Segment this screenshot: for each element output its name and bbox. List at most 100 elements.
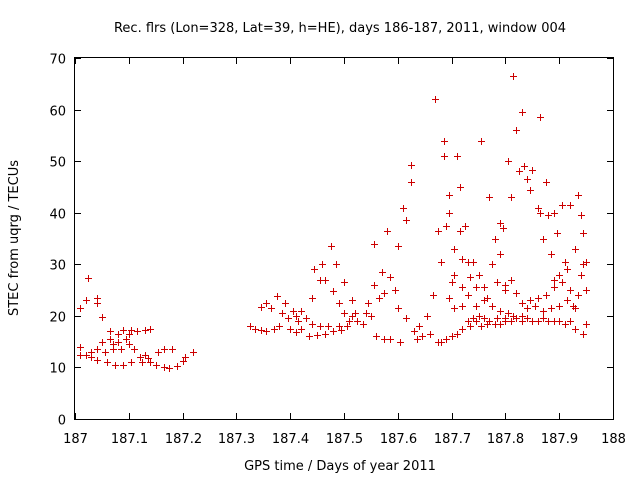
data-point bbox=[430, 292, 437, 299]
data-point bbox=[540, 308, 547, 315]
data-point bbox=[349, 297, 356, 304]
data-point bbox=[115, 339, 122, 346]
data-point bbox=[510, 313, 517, 320]
data-point bbox=[379, 269, 386, 276]
data-point bbox=[543, 179, 550, 186]
data-point bbox=[341, 310, 348, 317]
data-point bbox=[529, 318, 536, 325]
data-point bbox=[295, 318, 302, 325]
data-point bbox=[276, 323, 283, 330]
data-point bbox=[306, 333, 313, 340]
data-point bbox=[414, 336, 421, 343]
data-point bbox=[489, 261, 496, 268]
data-point bbox=[128, 327, 135, 334]
data-point bbox=[309, 321, 316, 328]
data-point bbox=[556, 272, 563, 279]
x-tick-label: 187.2 bbox=[165, 432, 202, 447]
data-point bbox=[537, 114, 544, 121]
data-point bbox=[142, 327, 149, 334]
data-point bbox=[524, 176, 531, 183]
data-point bbox=[336, 300, 343, 307]
data-point bbox=[180, 358, 187, 365]
data-point bbox=[311, 266, 318, 273]
data-point bbox=[395, 305, 402, 312]
data-point bbox=[545, 212, 552, 219]
data-point bbox=[513, 127, 520, 134]
data-point bbox=[554, 230, 561, 237]
data-point bbox=[454, 153, 461, 160]
data-point bbox=[443, 336, 450, 343]
data-point bbox=[403, 315, 410, 322]
data-point bbox=[330, 288, 337, 295]
data-point bbox=[408, 162, 415, 169]
data-point bbox=[467, 323, 474, 330]
data-point bbox=[282, 300, 289, 307]
data-point bbox=[287, 326, 294, 333]
data-point bbox=[551, 284, 558, 291]
y-tick-label: 40 bbox=[49, 208, 66, 223]
data-point bbox=[352, 310, 359, 317]
data-point bbox=[476, 313, 483, 320]
data-point bbox=[145, 355, 152, 362]
data-point bbox=[258, 327, 265, 334]
data-point bbox=[551, 277, 558, 284]
data-point bbox=[411, 328, 418, 335]
x-tick-label: 188 bbox=[601, 432, 626, 447]
data-point bbox=[252, 326, 259, 333]
data-point bbox=[104, 359, 111, 366]
data-point bbox=[457, 228, 464, 235]
data-point bbox=[134, 328, 141, 335]
data-point bbox=[459, 326, 466, 333]
data-point bbox=[268, 305, 275, 312]
data-point bbox=[147, 326, 154, 333]
data-point bbox=[298, 308, 305, 315]
y-tick-label: 30 bbox=[49, 259, 66, 274]
data-point bbox=[473, 318, 480, 325]
plot-frame bbox=[74, 57, 614, 420]
data-point bbox=[376, 295, 383, 302]
data-point bbox=[139, 359, 146, 366]
data-point bbox=[435, 228, 442, 235]
data-point bbox=[451, 246, 458, 253]
x-tick-label: 187.7 bbox=[434, 432, 471, 447]
data-point bbox=[325, 323, 332, 330]
data-point bbox=[77, 305, 84, 312]
data-point bbox=[567, 202, 574, 209]
data-point bbox=[290, 308, 297, 315]
data-point bbox=[328, 243, 335, 250]
data-point bbox=[572, 326, 579, 333]
data-point bbox=[459, 303, 466, 310]
data-point bbox=[285, 315, 292, 322]
data-point bbox=[446, 192, 453, 199]
data-point bbox=[85, 275, 92, 282]
data-point bbox=[519, 109, 526, 116]
x-tick-label: 187 bbox=[63, 432, 88, 447]
data-point bbox=[94, 357, 101, 364]
data-point bbox=[564, 297, 571, 304]
data-point bbox=[441, 153, 448, 160]
data-point bbox=[427, 331, 434, 338]
data-point bbox=[559, 202, 566, 209]
x-tick-label: 187.1 bbox=[111, 432, 148, 447]
data-point bbox=[545, 318, 552, 325]
data-point bbox=[416, 323, 423, 330]
data-point bbox=[155, 349, 162, 356]
data-point bbox=[419, 333, 426, 340]
data-point bbox=[88, 354, 95, 361]
data-point bbox=[120, 362, 127, 369]
data-point bbox=[508, 194, 515, 201]
data-point bbox=[381, 336, 388, 343]
data-point bbox=[169, 346, 176, 353]
data-point bbox=[473, 284, 480, 291]
data-point bbox=[494, 315, 501, 322]
data-point bbox=[279, 310, 286, 317]
x-tick-label: 187.3 bbox=[218, 432, 255, 447]
data-point bbox=[371, 282, 378, 289]
data-point bbox=[524, 315, 531, 322]
data-point bbox=[263, 328, 270, 335]
data-point bbox=[521, 163, 528, 170]
data-point bbox=[535, 205, 542, 212]
data-point bbox=[567, 287, 574, 294]
data-point bbox=[271, 326, 278, 333]
